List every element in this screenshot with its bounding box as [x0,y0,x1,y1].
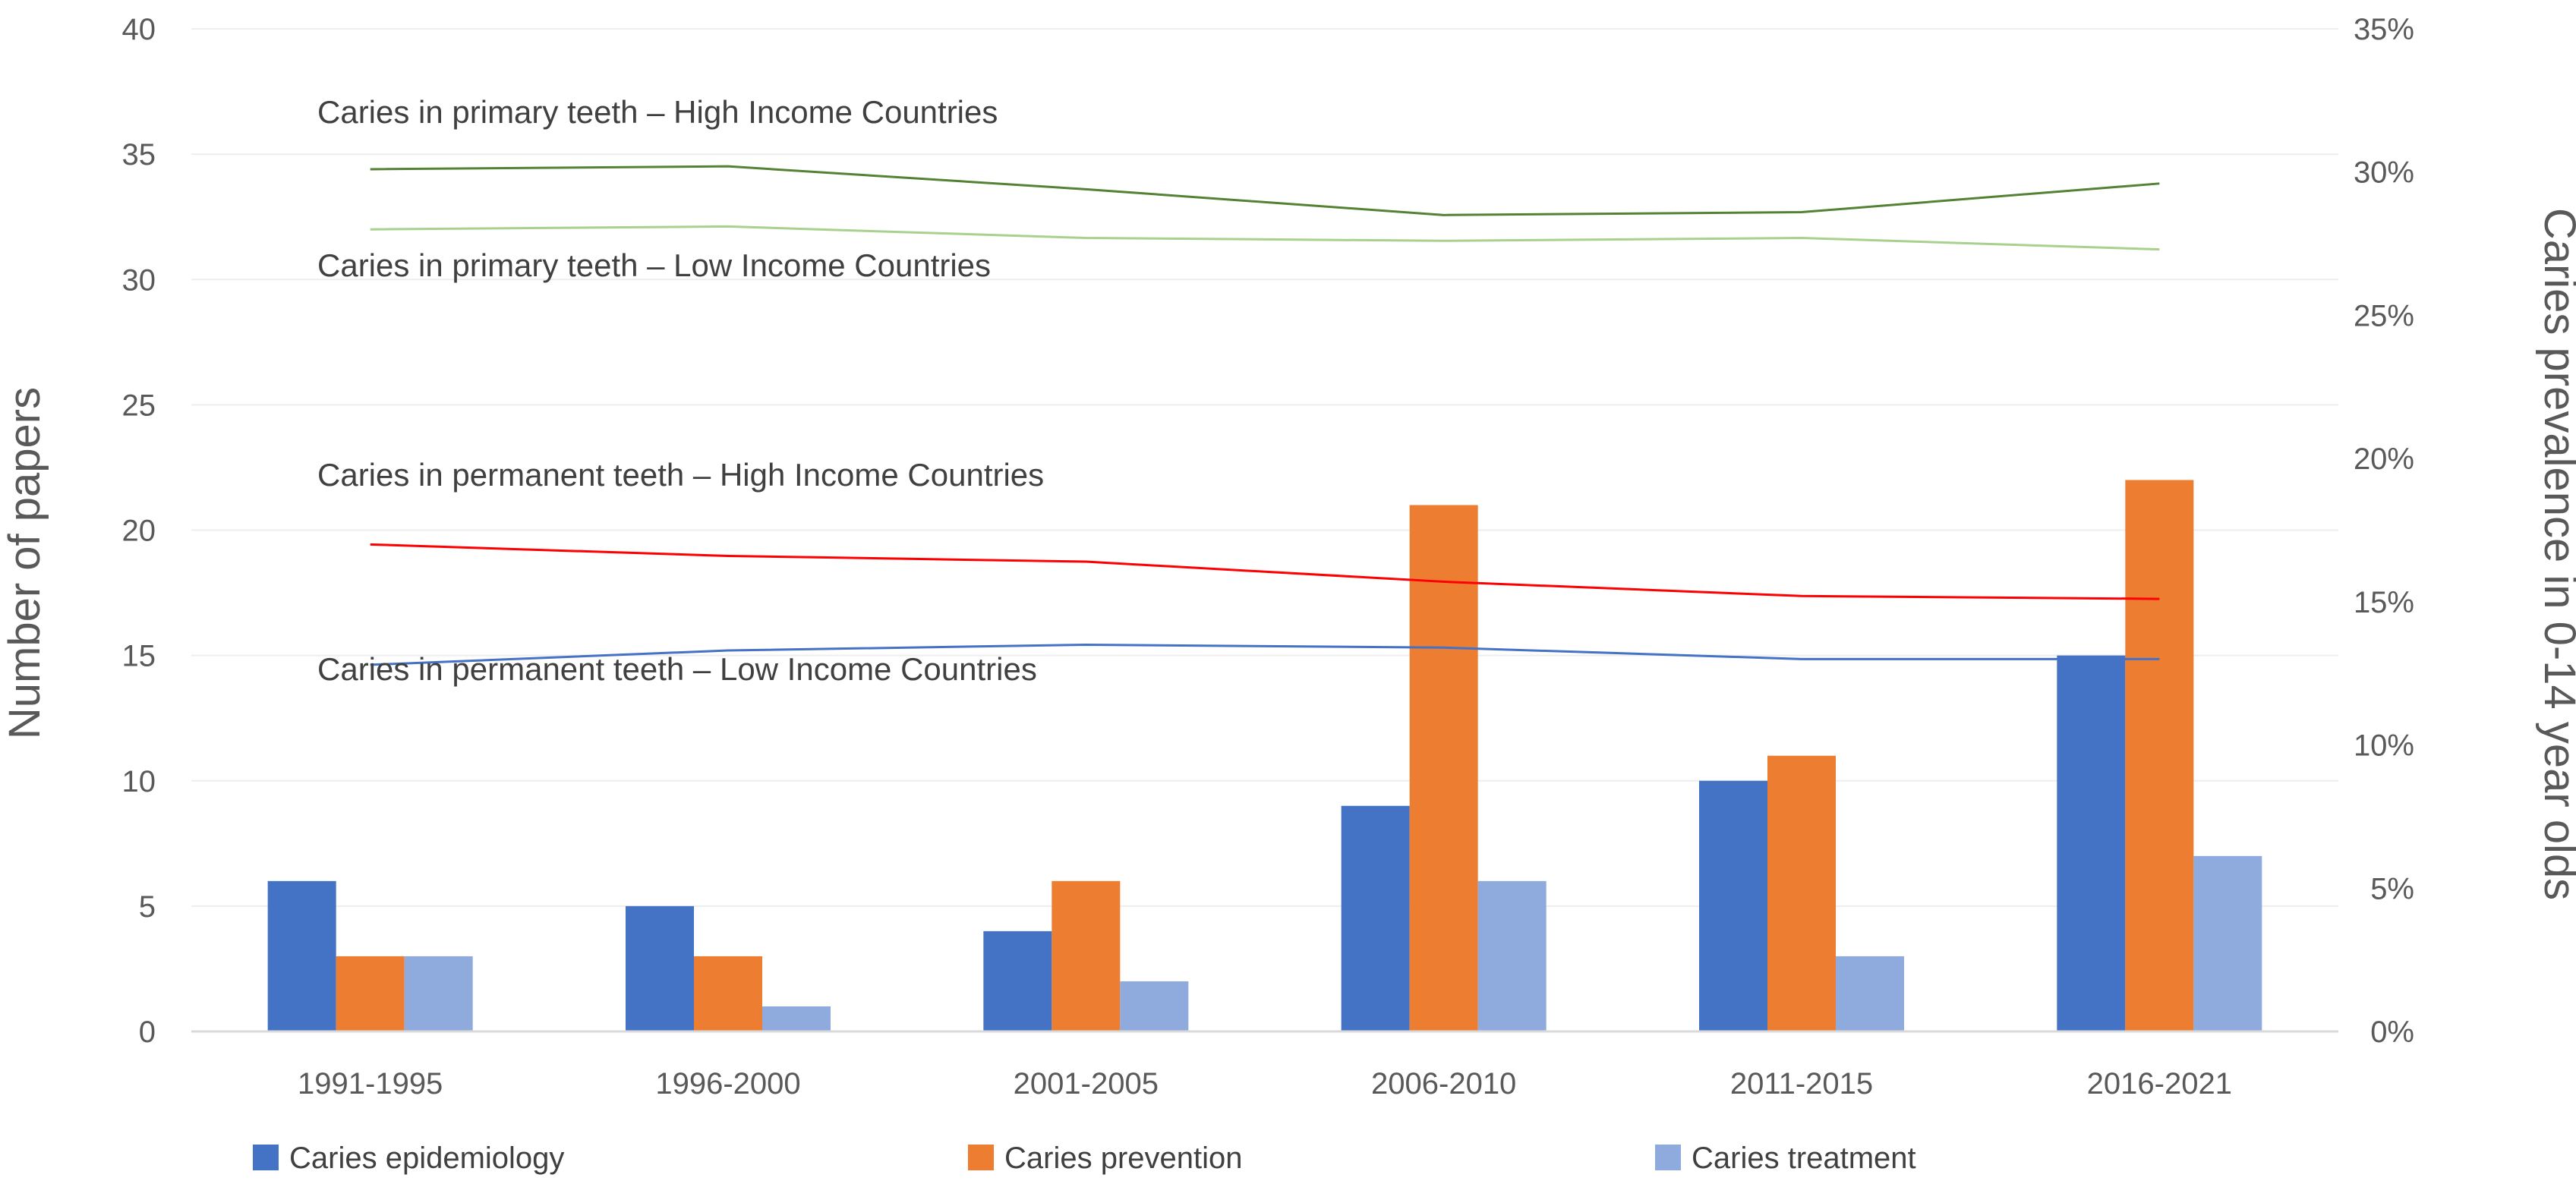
legend-swatch-2 [1655,1145,1681,1170]
line-annotations: Caries in primary teeth – High Income Co… [317,94,1044,687]
legend-swatch-0 [253,1145,279,1170]
line-label-1: Caries in primary teeth – Low Income Cou… [317,247,991,283]
right-tick-label-4: 20% [2354,442,2414,476]
x-tick-label-4: 2011-2015 [1730,1067,1873,1101]
bar-caries-epidemiology-3 [1341,805,1410,1031]
legend: Caries epidemiology Caries prevention Cari… [253,1141,1916,1175]
bar-caries-epidemiology-5 [2057,655,2126,1031]
bar-caries-prevention-1 [694,956,762,1031]
bar-caries-prevention-2 [1052,880,1121,1031]
bar-caries-epidemiology-2 [983,931,1052,1031]
bar-caries-treatment-0 [404,956,473,1031]
line-series-0 [370,165,2160,216]
right-tick-label-0: 0% [2370,1016,2414,1049]
right-tick-label-3: 15% [2354,586,2414,619]
left-tick-label-1: 5 [139,890,156,924]
bar-caries-epidemiology-0 [267,880,336,1031]
left-tick-label-0: 0 [139,1016,156,1049]
right-tick-label-1: 5% [2370,872,2414,905]
line-label-2: Caries in permanent teeth – High Income … [317,457,1044,493]
bar-caries-epidemiology-4 [1699,780,1767,1031]
legend-label-1: Caries prevention [1004,1141,1243,1175]
bar-caries-prevention-4 [1767,755,1836,1031]
x-axis-ticks: 1991-1995 1996-2000 2001-2005 2006-2010 2011… [298,1067,2232,1101]
legend-swatch-1 [968,1145,994,1170]
bar-caries-prevention-3 [1409,505,1478,1031]
left-axis-title: Number of papers [0,387,49,739]
legend-label-0: Caries epidemiology [289,1141,564,1175]
bar-caries-treatment-1 [762,1006,831,1031]
left-tick-label-7: 35 [122,138,156,172]
x-tick-label-1: 1996-2000 [655,1067,800,1101]
bar-caries-treatment-5 [2193,855,2262,1031]
bar-caries-treatment-2 [1120,981,1189,1031]
bar-caries-treatment-3 [1477,880,1547,1031]
line-series-2 [370,543,2160,600]
bar-caries-epidemiology-1 [626,905,694,1031]
legend-label-2: Caries treatment [1692,1141,1916,1175]
right-tick-label-2: 10% [2354,729,2414,763]
x-tick-label-3: 2006-2010 [1371,1067,1516,1101]
x-tick-label-0: 1991-1995 [298,1067,443,1101]
prevalence-lines [370,165,2160,666]
right-tick-label-6: 30% [2354,156,2414,190]
line-series-3 [370,643,2160,666]
x-tick-label-2: 2001-2005 [1014,1067,1159,1101]
right-axis-ticks: 0% 5% 10% 15% 20% 25% 30% 35% [2354,13,2414,1049]
left-axis-ticks: 0 5 10 15 20 25 30 35 40 [122,13,156,1049]
left-tick-label-5: 25 [122,389,156,422]
gridlines [191,28,2338,907]
right-tick-label-7: 35% [2354,13,2414,46]
bar-caries-treatment-4 [1836,956,1904,1031]
left-tick-label-6: 30 [122,263,156,297]
right-axis-title: Caries prevalence in 0-14 year olds [2535,208,2576,900]
line-label-0: Caries in primary teeth – High Income Co… [317,94,998,130]
line-label-3: Caries in permanent teeth – Low Income C… [317,651,1037,687]
bar-caries-prevention-0 [336,956,405,1031]
left-tick-label-3: 15 [122,640,156,673]
line-series-1 [370,225,2160,251]
left-tick-label-4: 20 [122,515,156,548]
x-tick-label-5: 2016-2021 [2087,1067,2232,1101]
left-tick-label-2: 10 [122,765,156,798]
left-tick-label-8: 40 [122,13,156,46]
bars [267,480,2262,1031]
right-tick-label-5: 25% [2354,299,2414,332]
bar-caries-prevention-5 [2125,480,2194,1031]
